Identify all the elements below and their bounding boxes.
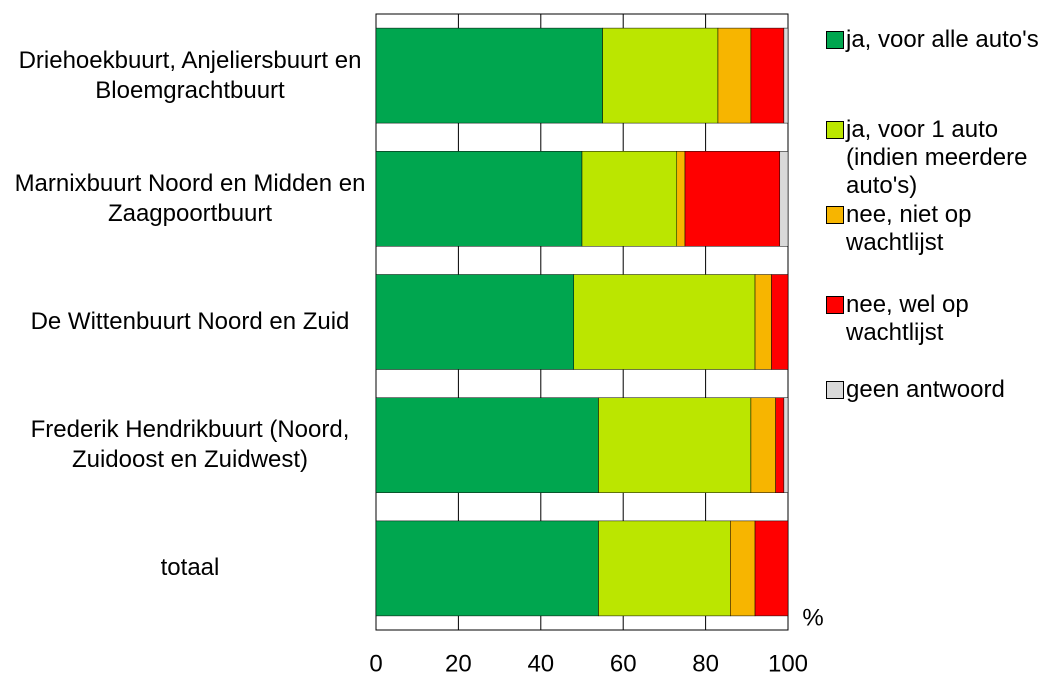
bar-segment [684,151,781,247]
bar-segment [375,274,575,370]
legend-swatch [826,296,844,314]
x-tick-label: 0 [369,650,382,677]
x-tick-label: 100 [768,650,808,677]
x-tick-label: 20 [445,650,472,677]
bar-segment [676,151,686,247]
bar-segment [598,397,752,493]
x-tick-label: 40 [527,650,554,677]
bar-segment [581,151,678,247]
y-tick-label: Frederik Hendrikbuurt (Noord, Zuidoost e… [30,416,350,474]
legend-swatch [826,206,844,224]
legend-label: ja, voor alle auto's [846,26,1039,53]
bar-segment [375,520,599,617]
legend-label: geen antwoord [846,376,1005,403]
bar-segment [750,27,785,124]
bar-segment [775,397,785,493]
bar-segment [750,397,776,493]
bar-segment [573,274,756,370]
legend-swatch [826,381,844,399]
legend-label: nee, wel op wachtlijst [846,291,969,346]
bar-segment [730,520,756,617]
y-tick-label: totaal [160,554,220,582]
legend-swatch [826,121,844,139]
bar-segment [375,151,583,247]
bar-segment [598,520,731,617]
legend-swatch [826,31,844,49]
bar-segment [602,27,719,124]
bar-segment [779,151,789,247]
y-tick-label: Marnixbuurt Noord en Midden en Zaagpoort… [14,169,366,227]
bar-segment [783,27,789,124]
legend-label: nee, niet op wachtlijst [846,201,972,256]
y-tick-label: Driehoekbuurt, Anjeliersbuurt en Bloemgr… [18,46,362,104]
bar-segment [771,274,789,370]
bar-segment [375,27,603,124]
legend-label: ja, voor 1 auto (indien meerdere auto's) [846,116,1028,199]
bar-segment [783,397,789,493]
bar-segment [754,520,789,617]
y-tick-label: De Wittenbuurt Noord en Zuid [30,308,350,335]
x-tick-label: 60 [610,650,637,677]
x-tick-label: 80 [692,650,719,677]
bar-segment [717,27,752,124]
bar-segment [375,397,599,493]
x-axis-label: % [802,604,823,631]
bar-segment [754,274,772,370]
